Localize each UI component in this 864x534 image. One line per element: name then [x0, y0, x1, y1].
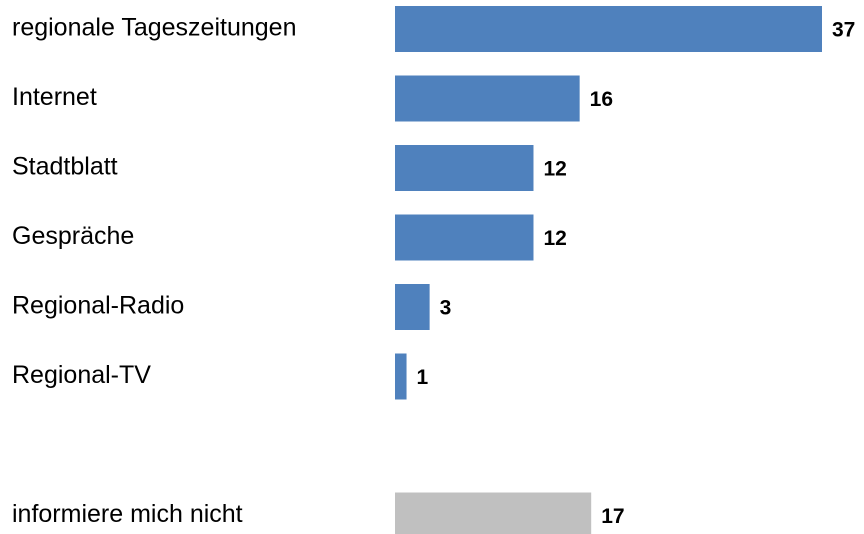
bar — [395, 145, 534, 191]
value-label: 3 — [440, 297, 452, 320]
bar — [395, 492, 592, 534]
category-label: Internet — [12, 83, 97, 111]
bar — [395, 284, 430, 330]
category-label: informiere mich nicht — [12, 500, 243, 528]
bar — [395, 214, 534, 261]
bar — [395, 6, 822, 52]
bar — [395, 353, 407, 400]
bar — [395, 75, 580, 122]
category-label: Regional-Radio — [12, 292, 184, 320]
value-label: 16 — [590, 88, 613, 111]
value-label: 17 — [601, 505, 624, 528]
value-label: 12 — [543, 227, 566, 250]
value-label: 12 — [543, 158, 566, 181]
value-label: 37 — [832, 19, 855, 42]
category-label: Gespräche — [12, 222, 134, 250]
category-label: Regional-TV — [12, 361, 151, 389]
value-label: 1 — [417, 366, 429, 389]
category-label: Stadtblatt — [12, 153, 118, 181]
category-label: regionale Tageszeitungen — [12, 14, 297, 42]
